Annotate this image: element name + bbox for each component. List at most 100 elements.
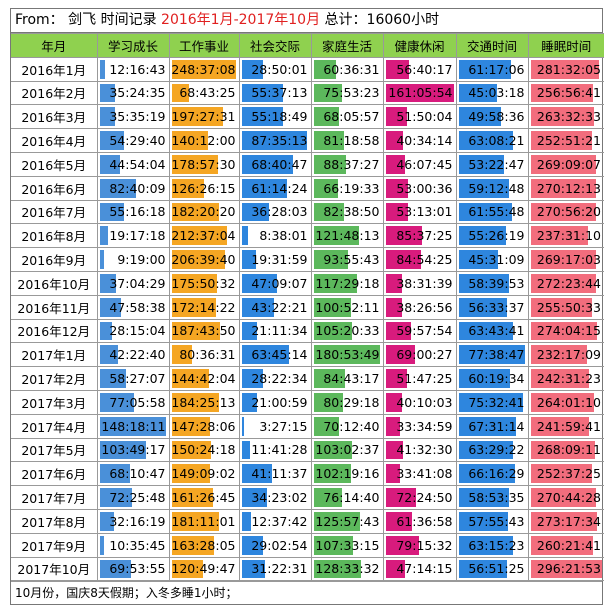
data-bar xyxy=(313,59,336,79)
value-label: 69:00:27 xyxy=(396,347,453,363)
value-cell: 260:21:41 xyxy=(527,532,604,558)
value-cell: 100:52:11 xyxy=(310,294,384,320)
data-bar xyxy=(530,297,593,317)
data-bar xyxy=(171,131,208,150)
value-cell: 31:22:31 xyxy=(238,556,312,582)
value-label: 38:31:39 xyxy=(396,275,453,291)
value-label: 56:33:37 xyxy=(468,299,525,315)
value-label: 180:53:49 xyxy=(315,347,380,363)
column-header-5: 健康休闲 xyxy=(382,33,457,58)
value-cell: 180:53:49 xyxy=(310,342,384,368)
value-label: 88:37:27 xyxy=(323,156,380,172)
table-row: 2017年1月 42:22:40 80:36:31 63:45:14 180:53:49… xyxy=(11,342,604,368)
value-label: 212:37:04 xyxy=(171,228,236,244)
data-bar xyxy=(241,440,251,460)
data-bar xyxy=(171,154,219,174)
value-label: 33:34:59 xyxy=(396,418,453,434)
table-row: 2017年5月 103:49:17 150:24:18 11:41:28 103:02:… xyxy=(11,437,604,463)
data-bar xyxy=(458,440,514,460)
month-cell: 2016年11月 xyxy=(11,294,98,320)
table-row: 2016年10月 37:04:29 175:50:32 47:09:07 117:29:… xyxy=(11,270,604,296)
value-cell: 252:51:21 xyxy=(527,128,604,153)
value-label: 260:21:41 xyxy=(536,537,601,553)
data-bar xyxy=(171,107,223,127)
value-cell: 105:20:33 xyxy=(310,318,384,344)
value-label: 161:26:45 xyxy=(171,490,236,506)
value-label: 187:43:50 xyxy=(171,323,236,339)
data-bar xyxy=(99,297,121,317)
footer-note: 10月份，国庆8天假期；入冬多睡1小时； xyxy=(11,581,602,604)
value-cell: 41:32:30 xyxy=(382,437,457,463)
value-label: 61:17:06 xyxy=(468,61,525,77)
data-bar xyxy=(313,297,351,317)
month-cell: 2016年12月 xyxy=(11,318,98,344)
value-label: 79:15:32 xyxy=(396,537,453,553)
data-bar xyxy=(241,321,258,341)
value-cell: 232:17:09 xyxy=(527,342,604,368)
value-cell: 28:22:34 xyxy=(238,366,312,391)
value-cell: 84:54:25 xyxy=(382,247,457,272)
value-label: 63:15:23 xyxy=(468,537,525,553)
data-bar xyxy=(458,416,517,436)
data-bar xyxy=(458,511,509,531)
data-bar xyxy=(99,464,130,484)
value-cell: 161:26:45 xyxy=(168,485,240,510)
value-cell: 40:10:03 xyxy=(382,389,457,415)
value-label: 197:27:31 xyxy=(171,109,236,125)
data-bar xyxy=(99,107,116,127)
data-bar xyxy=(458,345,526,365)
value-label: 269:17:03 xyxy=(536,252,601,268)
value-cell: 53:00:36 xyxy=(382,175,457,201)
value-cell: 147:28:06 xyxy=(168,413,240,439)
data-bar xyxy=(385,321,411,341)
value-cell: 42:22:40 xyxy=(96,342,170,368)
value-label: 58:53:35 xyxy=(468,490,525,506)
data-bar xyxy=(385,59,410,79)
value-cell: 8:38:01 xyxy=(238,223,312,249)
data-bar xyxy=(530,202,596,222)
data-bar xyxy=(530,511,597,531)
value-cell: 67:31:14 xyxy=(455,413,529,439)
value-cell: 61:14:24 xyxy=(238,175,312,201)
data-bar xyxy=(99,345,119,365)
data-bar xyxy=(171,83,190,103)
data-bar xyxy=(241,273,277,293)
value-label: 248:37:08 xyxy=(171,61,236,77)
value-cell: 63:43:41 xyxy=(455,318,529,344)
value-cell: 70:12:40 xyxy=(310,413,384,439)
value-cell: 75:53:23 xyxy=(310,80,384,106)
value-label: 237:31:10 xyxy=(536,228,601,244)
data-bar xyxy=(99,392,134,412)
value-label: 241:59:41 xyxy=(536,418,601,434)
value-cell: 237:31:10 xyxy=(527,223,604,249)
value-cell: 68:05:57 xyxy=(310,104,384,130)
value-label: 273:17:34 xyxy=(536,513,601,529)
data-bar xyxy=(241,464,273,484)
value-label: 49:58:36 xyxy=(468,109,525,125)
value-cell: 12:37:42 xyxy=(238,508,312,534)
data-bar xyxy=(241,59,263,79)
table-row: 2016年1月 12:16:43 248:37:08 28:50:01 60:36:31… xyxy=(11,56,604,82)
value-label: 59:12:48 xyxy=(468,180,525,196)
data-bar xyxy=(385,369,408,388)
value-label: 10:35:45 xyxy=(109,537,166,553)
value-label: 82:40:09 xyxy=(109,180,166,196)
data-bar xyxy=(385,202,408,222)
value-label: 8:38:01 xyxy=(259,228,308,244)
data-bar xyxy=(99,488,132,507)
data-bar xyxy=(458,369,511,388)
value-cell: 181:11:01 xyxy=(168,508,240,534)
value-label: 252:37:25 xyxy=(536,466,601,482)
column-header-0: 年月 xyxy=(11,33,98,58)
data-bar xyxy=(241,488,268,507)
value-label: 63:45:14 xyxy=(251,347,308,363)
table-row: 2016年3月 35:35:19 197:27:31 55:18:49 68:05:57… xyxy=(11,104,604,130)
value-label: 184:25:13 xyxy=(171,394,236,410)
value-label: 28:15:04 xyxy=(109,323,166,339)
data-bar xyxy=(241,535,264,555)
value-label: 59:57:54 xyxy=(396,323,453,339)
value-label: 269:09:07 xyxy=(536,156,601,172)
value-cell: 47:09:07 xyxy=(238,270,312,296)
value-label: 44:54:04 xyxy=(109,156,166,172)
value-label: 55:18:49 xyxy=(251,109,308,125)
